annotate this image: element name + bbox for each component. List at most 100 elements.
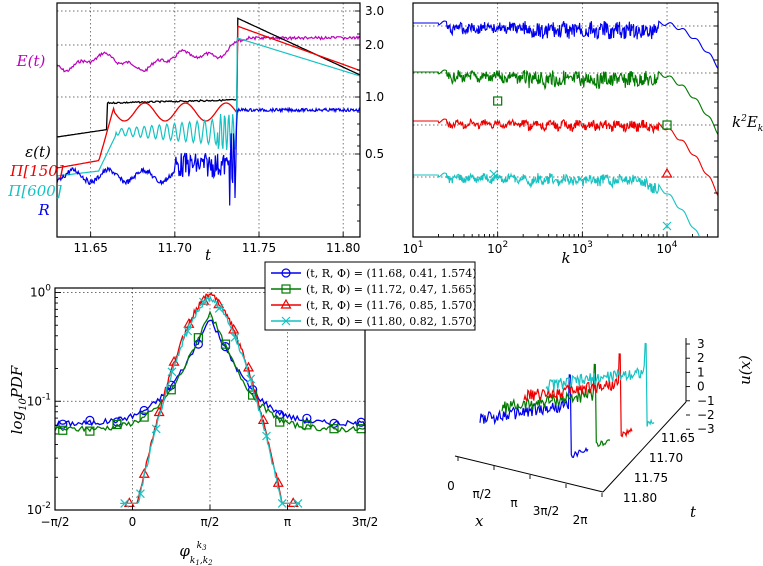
marker-circle bbox=[302, 413, 312, 423]
u3d-tick-label: 3 bbox=[697, 337, 705, 351]
marker-triangle bbox=[123, 497, 135, 507]
marker-x bbox=[246, 374, 256, 384]
marker-triangle bbox=[280, 298, 292, 309]
k-axis-label: k bbox=[561, 249, 570, 267]
marker-circle bbox=[329, 418, 339, 428]
x-tick-label: 0 bbox=[129, 515, 137, 529]
pdf-ylabel: log10PDF bbox=[8, 365, 29, 434]
marker-square bbox=[493, 96, 503, 106]
x-tick-label: 11.70 bbox=[158, 241, 192, 255]
y-tick-label: 100 bbox=[30, 284, 51, 300]
t3d-tick-label: 11.75 bbox=[634, 471, 668, 485]
right-tick-label: 0.5 bbox=[365, 147, 384, 161]
x-tick-label: π bbox=[284, 515, 291, 529]
u3d-tick-label: 2 bbox=[697, 351, 705, 365]
marker-triangle bbox=[287, 497, 299, 507]
u-axis-3d-label: u(x) bbox=[736, 355, 754, 385]
spectra-frame bbox=[412, 2, 719, 238]
u3d-tick-label: 0 bbox=[697, 380, 705, 394]
spectrum-ylabel: k2Ek bbox=[732, 113, 763, 134]
marker-square bbox=[85, 426, 95, 436]
x-tick-label: 101 bbox=[402, 240, 423, 256]
marker-square bbox=[58, 425, 68, 435]
panel-spectra: 101 102 103 104 k k2Ek bbox=[402, 2, 763, 267]
x3d-tick-label: π/2 bbox=[473, 487, 492, 501]
x3d-tick-label: 2π bbox=[573, 513, 588, 527]
phi-xlabel: φk1,k2k3 bbox=[179, 541, 213, 566]
time-series-frame bbox=[56, 2, 361, 238]
u-line-cyan bbox=[545, 342, 655, 427]
y-tick-label: 10-2 bbox=[27, 501, 51, 517]
spectrum-line-red bbox=[413, 118, 719, 196]
label-Pi600: Π[600] bbox=[7, 182, 62, 200]
x-tick-label: 104 bbox=[657, 240, 678, 256]
t3d-tick-label: 11.80 bbox=[623, 491, 657, 505]
series-line-epsilon bbox=[56, 17, 361, 138]
x-tick-label: 3π/2 bbox=[352, 515, 379, 529]
marker-circle bbox=[281, 268, 291, 278]
marker-x bbox=[662, 221, 672, 231]
marker-square bbox=[220, 339, 231, 349]
marker-x bbox=[281, 316, 291, 326]
marker-square bbox=[329, 424, 339, 434]
marker-x bbox=[214, 303, 224, 313]
u3d-tick-label: −1 bbox=[697, 394, 715, 408]
marker-square bbox=[139, 412, 149, 422]
label-epsilon: ε(t) bbox=[25, 143, 51, 161]
legend-label-blue: (t, R, Φ) = (11.68, 0.41, 1.574) bbox=[306, 267, 477, 280]
series-line-R bbox=[56, 106, 361, 206]
marker-circle bbox=[58, 419, 68, 429]
time-axis-label: t bbox=[205, 246, 212, 264]
x-tick-label: 11.75 bbox=[242, 241, 276, 255]
marker-square bbox=[193, 333, 203, 343]
label-R: R bbox=[37, 201, 49, 219]
marker-square bbox=[166, 385, 176, 395]
marker-x bbox=[120, 498, 130, 508]
marker-square bbox=[281, 284, 291, 294]
legend-label-cyan: (t, R, Φ) = (11.80, 0.82, 1.570) bbox=[306, 315, 477, 328]
axis-t-3d bbox=[602, 401, 687, 493]
pdf-line-green bbox=[54, 310, 366, 433]
label-Pi150: Π[150] bbox=[9, 162, 64, 180]
marker-x bbox=[136, 489, 145, 499]
t-axis-3d-label: t bbox=[690, 503, 697, 521]
marker-x bbox=[167, 367, 177, 377]
panel-3d: 0π/2π3π/22π11.6511.7011.7511.803210−1−2−… bbox=[447, 337, 754, 530]
series-line-E bbox=[56, 35, 361, 73]
u3d-tick-label: 1 bbox=[697, 365, 705, 379]
u3d-tick-label: −3 bbox=[697, 422, 715, 436]
marker-x bbox=[230, 332, 240, 342]
pdf-line-blue bbox=[54, 319, 366, 429]
legend-label-green: (t, R, Φ) = (11.72, 0.47, 1.565) bbox=[306, 283, 477, 296]
axis-x-3d bbox=[454, 455, 604, 493]
marker-x bbox=[293, 498, 303, 508]
spectrum-line-cyan bbox=[413, 172, 700, 237]
legend-label-red: (t, R, Φ) = (11.76, 0.85, 1.570) bbox=[306, 299, 477, 312]
marker-circle bbox=[193, 339, 203, 349]
marker-x bbox=[199, 297, 208, 307]
x-tick-label: 11.80 bbox=[326, 241, 360, 255]
marker-triangle bbox=[272, 477, 284, 487]
x3d-tick-label: 0 bbox=[447, 479, 455, 493]
marker-x bbox=[277, 498, 287, 508]
y-tick-label: 10-1 bbox=[27, 392, 51, 408]
x-tick-label: −π/2 bbox=[41, 515, 70, 529]
right-tick-label: 3.0 bbox=[365, 4, 384, 18]
marker-square bbox=[662, 120, 672, 130]
x3d-tick-label: π bbox=[510, 496, 517, 510]
t3d-tick-label: 11.70 bbox=[649, 451, 683, 465]
t3d-tick-label: 11.65 bbox=[661, 431, 695, 445]
x-tick-label: 103 bbox=[572, 240, 593, 256]
marker-x bbox=[489, 169, 499, 179]
spectrum-line-green bbox=[413, 69, 719, 135]
marker-circle bbox=[139, 405, 149, 416]
marker-x bbox=[151, 424, 161, 434]
u-line-blue bbox=[479, 374, 589, 459]
x-tick-label: π/2 bbox=[201, 515, 220, 529]
x-tick-label: 11.65 bbox=[73, 241, 107, 255]
series-line-Pi600 bbox=[56, 37, 361, 177]
u-line-green bbox=[501, 363, 611, 447]
x3d-tick-label: 3π/2 bbox=[533, 504, 560, 518]
marker-x bbox=[183, 326, 193, 336]
